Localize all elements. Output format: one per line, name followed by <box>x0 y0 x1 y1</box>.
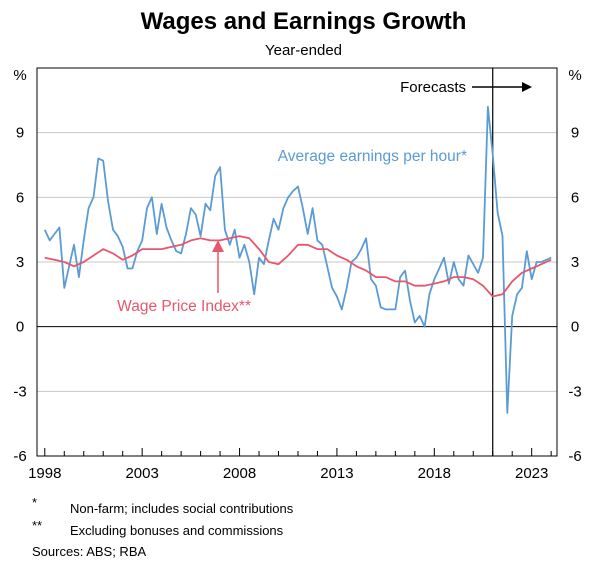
y-tick-label-left: 9 <box>16 125 24 142</box>
wpi-arrow-head <box>212 240 224 252</box>
series-line-wpi <box>44 235 552 298</box>
sources-note: Sources: ABS; RBA <box>32 544 147 559</box>
y-tick-label-right: 9 <box>571 125 579 142</box>
plot-frame <box>36 67 558 457</box>
y-tick-label-right: 6 <box>571 189 579 206</box>
y-tick-label-left: -3 <box>13 383 26 400</box>
series-label-aeph: Average earnings per hour* <box>278 148 467 165</box>
x-tick-label: 2018 <box>418 465 451 482</box>
chart-subtitle: Year-ended <box>264 42 342 59</box>
y-tick-label-left: -6 <box>13 448 26 465</box>
x-tick-label: 2013 <box>320 465 353 482</box>
y-tick-label-right: 3 <box>571 254 579 271</box>
forecasts-arrow-head <box>522 82 532 92</box>
note-mark: * <box>32 495 38 510</box>
x-tick-label: 2003 <box>125 465 158 482</box>
y-axis-label-left: % <box>13 67 26 84</box>
y-tick-label-right: 0 <box>571 319 579 336</box>
note-text: Excluding bonuses and commissions <box>70 523 284 538</box>
note-mark: ** <box>32 518 43 533</box>
x-tick-label: 1998 <box>28 465 61 482</box>
note-text: Non-farm; includes social contributions <box>70 501 294 516</box>
y-tick-label-left: 3 <box>16 254 24 271</box>
y-tick-label-right: -3 <box>568 383 581 400</box>
y-tick-label-left: 6 <box>16 189 24 206</box>
forecasts-label: Forecasts <box>400 79 466 96</box>
y-tick-label-right: -6 <box>568 448 581 465</box>
y-tick-label-left: 0 <box>16 319 24 336</box>
x-tick-label: 2008 <box>223 465 256 482</box>
x-tick-label: 2023 <box>515 465 548 482</box>
series-line-aeph <box>43 105 552 414</box>
series-label-wpi: Wage Price Index** <box>117 298 251 315</box>
chart-title: Wages and Earnings Growth <box>140 8 467 35</box>
y-axis-label-right: % <box>568 67 581 84</box>
